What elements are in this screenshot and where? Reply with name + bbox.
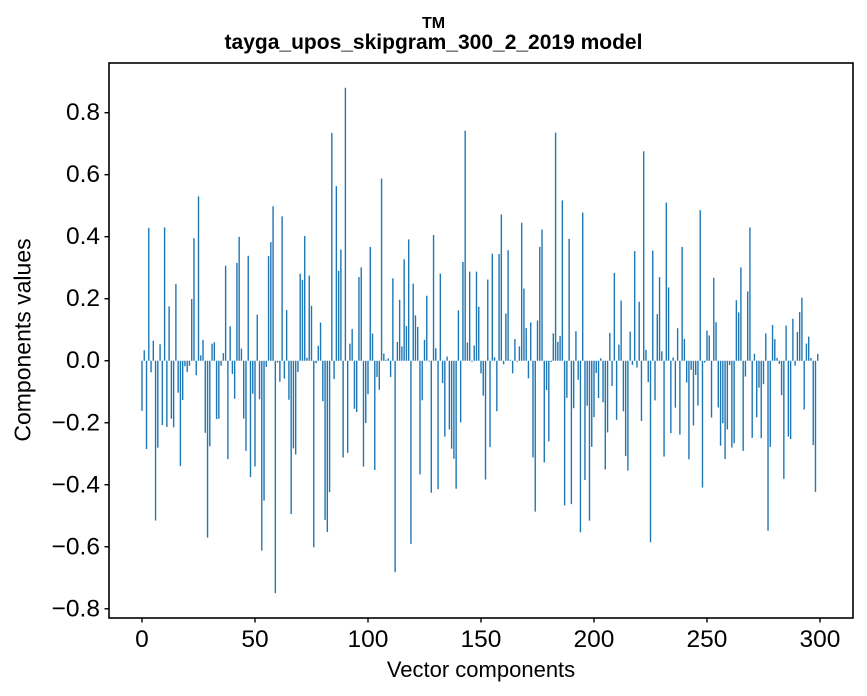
svg-text:300: 300 <box>800 626 841 653</box>
svg-text:200: 200 <box>574 626 615 653</box>
svg-text:−0.2: −0.2 <box>52 409 100 436</box>
svg-text:0.0: 0.0 <box>66 347 100 374</box>
svg-text:150: 150 <box>461 626 502 653</box>
svg-text:50: 50 <box>241 626 268 653</box>
svg-text:0.6: 0.6 <box>66 161 100 188</box>
svg-text:250: 250 <box>687 626 728 653</box>
svg-text:−0.6: −0.6 <box>52 533 100 560</box>
svg-text:0.8: 0.8 <box>66 99 100 126</box>
svg-text:0.2: 0.2 <box>66 285 100 312</box>
svg-text:0: 0 <box>135 626 149 653</box>
svg-text:100: 100 <box>348 626 389 653</box>
svg-text:−0.4: −0.4 <box>52 471 100 498</box>
svg-text:−0.8: −0.8 <box>52 595 100 622</box>
svg-text:0.4: 0.4 <box>66 223 100 250</box>
